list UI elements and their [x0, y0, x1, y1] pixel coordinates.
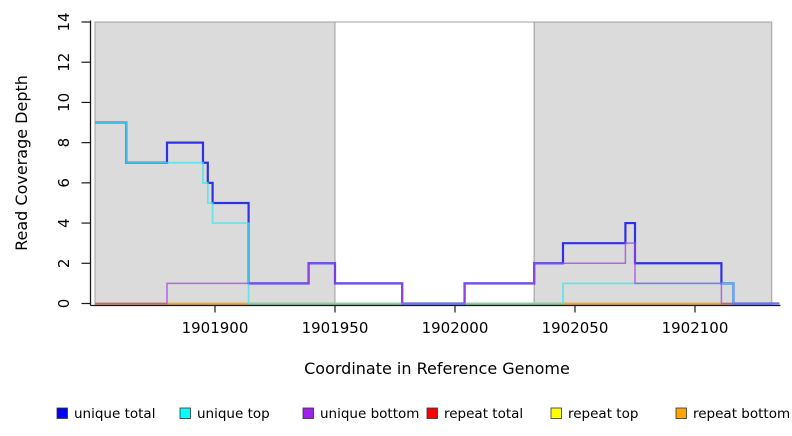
x-axis-title: Coordinate in Reference Genome	[304, 359, 570, 378]
legend-swatch-repeat-top	[550, 407, 562, 419]
legend-item-repeat-total: repeat total	[426, 406, 523, 422]
x-tick-label: 1901900	[182, 319, 249, 337]
legend-label-repeat-total: repeat total	[444, 406, 523, 422]
x-tick-label: 1902050	[542, 319, 609, 337]
x-tick-label: 1901950	[302, 319, 369, 337]
y-tick-label: 0	[55, 299, 73, 309]
y-tick-label: 12	[55, 53, 73, 72]
legend-swatch-unique-top	[179, 407, 191, 419]
y-tick-label: 4	[55, 218, 73, 228]
legend-item-unique-bottom: unique bottom	[302, 406, 419, 422]
legend-item-repeat-top: repeat top	[550, 406, 638, 422]
y-tick-label: 14	[55, 12, 73, 31]
legend-label-repeat-bottom: repeat bottom	[693, 406, 790, 422]
legend-swatch-repeat-bottom	[675, 407, 687, 419]
series-line-unique-bottom	[95, 242, 780, 305]
right-repeat-region	[533, 21, 773, 305]
tick-labels: 0 2 4 6 8 10 12 14 1901900 1901950 1902000 1902050 1…	[55, 12, 728, 337]
legend-item-unique-top: unique top	[179, 406, 270, 422]
middle-unique-region	[334, 21, 535, 305]
axes	[81, 20, 781, 313]
legend-label-unique-total: unique total	[74, 406, 155, 422]
x-tick-label: 1902000	[422, 319, 489, 337]
coverage-series-lines	[95, 121, 780, 305]
legend-item-repeat-bottom: repeat bottom	[675, 406, 790, 422]
legend-swatch-unique-bottom	[302, 407, 314, 419]
y-axis-title: Read Coverage Depth	[12, 75, 31, 251]
legend-label-unique-top: unique top	[197, 406, 270, 422]
legend-label-unique-bottom: unique bottom	[320, 406, 419, 422]
legend: unique total unique top unique bottom repea…	[56, 406, 790, 422]
y-tick-label: 2	[55, 259, 73, 269]
legend-swatch-repeat-total	[426, 407, 438, 419]
legend-item-unique-total: unique total	[56, 406, 155, 422]
y-tick-label: 6	[55, 178, 73, 188]
legend-swatch-unique-total	[56, 407, 68, 419]
shaded-regions	[94, 21, 773, 305]
legend-label-repeat-top: repeat top	[568, 406, 638, 422]
x-tick-label: 1902100	[662, 319, 729, 337]
y-tick-label: 8	[55, 138, 73, 148]
y-tick-label: 10	[55, 93, 73, 112]
